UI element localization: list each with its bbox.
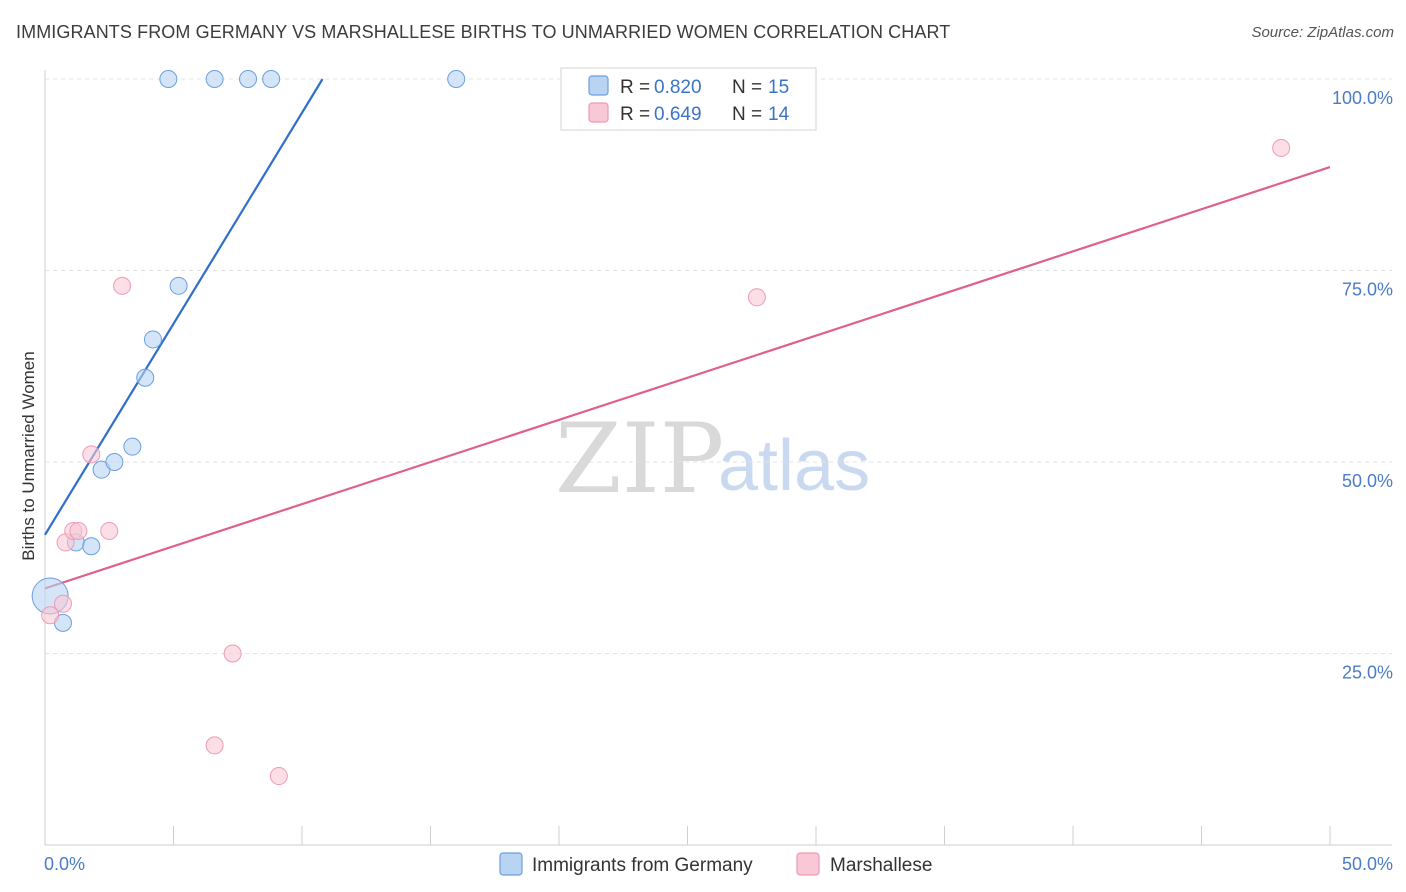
gridlines — [45, 78, 1392, 654]
y-tick-label-25: 25.0% — [1342, 663, 1393, 683]
y-tick-label-100: 100.0% — [1332, 88, 1393, 108]
germany-point-7 — [136, 368, 155, 387]
series-legend-swatch-marshallese — [796, 852, 820, 876]
marshallese-point-11 — [747, 288, 766, 307]
marshallese-point-0 — [41, 606, 60, 625]
trend-line-marshallese — [44, 166, 1331, 590]
germany-point-13 — [262, 70, 281, 88]
series-legend-label-marshallese: Marshallese — [830, 855, 932, 876]
legend-r-label-1: R = — [620, 77, 650, 98]
series-legend-label-germany: Immigrants from Germany — [532, 855, 753, 876]
legend-r-label-2: R = — [620, 104, 650, 125]
y-tick-label-50: 50.0% — [1342, 471, 1393, 491]
watermark: ZIP atlas — [555, 403, 870, 515]
marshallese-point-10 — [269, 767, 288, 786]
legend-swatch-germany — [588, 75, 609, 96]
legend-r-value-2: 0.649 — [654, 104, 702, 125]
y-tick-labels: 25.0% 50.0% 75.0% 100.0% — [1332, 88, 1393, 683]
chart-source: Source: ZipAtlas.com — [1251, 24, 1394, 41]
germany-point-11 — [205, 70, 224, 88]
germany-point-10 — [159, 70, 178, 88]
axes — [44, 70, 1392, 846]
marshallese-point-7 — [113, 276, 132, 295]
legend-n-label-2: N = — [732, 104, 762, 125]
germany-point-9 — [169, 276, 188, 295]
marshallese-point-6 — [100, 521, 119, 540]
legend-r-value-1: 0.820 — [654, 77, 702, 98]
watermark-zip: ZIP — [555, 403, 724, 515]
x-tick-label-min: 0.0% — [44, 854, 85, 874]
germany-point-14 — [447, 70, 466, 88]
legend-n-value-2: 14 — [768, 104, 790, 125]
marshallese-point-4 — [69, 521, 88, 540]
marshallese-point-9 — [205, 736, 224, 755]
y-axis-title: Births to Unmarried Women — [19, 351, 38, 560]
legend-n-value-1: 15 — [768, 77, 789, 98]
series-legend-swatch-germany — [499, 852, 523, 876]
x-tick-label-max: 50.0% — [1342, 854, 1393, 874]
y-tick-label-75: 75.0% — [1342, 280, 1393, 300]
legend-swatch-marshallese — [588, 102, 609, 123]
marshallese-point-12 — [1272, 138, 1291, 157]
germany-point-3 — [82, 537, 101, 556]
legend-n-label-1: N = — [732, 77, 762, 98]
stats-legend: R = 0.820 N = 15 R = 0.649 N = 14 — [560, 67, 817, 131]
germany-point-8 — [143, 330, 162, 349]
trend-line-germany — [44, 78, 324, 536]
data-points — [31, 70, 1291, 786]
marshallese-point-5 — [82, 445, 101, 464]
series-legend: Immigrants from Germany Marshallese — [499, 852, 932, 876]
marshallese-point-1 — [53, 594, 72, 613]
chart-title: IMMIGRANTS FROM GERMANY VS MARSHALLESE B… — [16, 22, 951, 42]
germany-point-6 — [123, 437, 142, 456]
germany-point-5 — [105, 453, 124, 471]
marshallese-point-8 — [223, 644, 242, 663]
germany-point-12 — [239, 70, 258, 88]
watermark-atlas: atlas — [718, 426, 870, 506]
